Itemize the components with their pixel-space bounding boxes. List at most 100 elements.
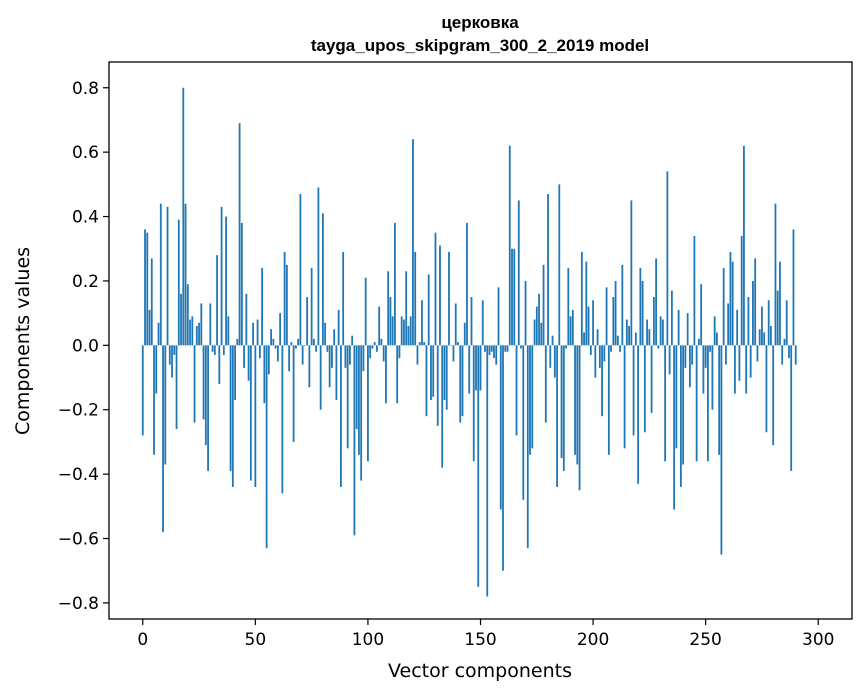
bar [661, 319, 664, 346]
bar [326, 345, 329, 352]
bar [558, 184, 561, 346]
bar [299, 194, 302, 346]
bar [655, 258, 658, 346]
bar [506, 345, 509, 352]
chart-title: церковка [441, 13, 519, 32]
bar [247, 345, 250, 381]
bar [493, 345, 495, 359]
bar [416, 345, 419, 365]
bar [328, 345, 331, 388]
bar [772, 345, 775, 446]
bar [294, 345, 297, 349]
bar [711, 345, 714, 410]
bar [490, 345, 493, 352]
bar [279, 313, 282, 346]
bar [560, 345, 563, 459]
bar [236, 338, 239, 346]
bar [412, 139, 414, 346]
bar [535, 306, 538, 346]
bar [445, 345, 448, 410]
bar [297, 338, 300, 346]
bar [355, 345, 358, 430]
bar [734, 345, 736, 394]
bar [610, 345, 612, 352]
bar [414, 251, 417, 346]
bar [621, 264, 624, 346]
bar [418, 342, 421, 346]
bar [234, 345, 236, 401]
y-tick-label: 0.2 [72, 272, 99, 292]
bar [367, 345, 369, 462]
bar [589, 345, 592, 355]
bar [448, 251, 450, 346]
bar [351, 335, 354, 346]
bar [427, 274, 430, 346]
bar [396, 345, 399, 404]
bar [740, 235, 743, 346]
bar [668, 345, 671, 375]
bar [186, 284, 189, 346]
bar [612, 297, 615, 346]
bar [331, 345, 333, 368]
bar [544, 345, 547, 423]
x-tick-label: 200 [577, 630, 609, 650]
bar [270, 329, 273, 346]
bar [164, 345, 167, 465]
bar [725, 345, 727, 365]
bar [146, 232, 149, 346]
bar [794, 345, 797, 365]
bar [171, 345, 173, 378]
bar [684, 345, 687, 368]
bar [765, 345, 768, 433]
x-tick-label: 150 [464, 630, 496, 650]
bar [481, 300, 484, 346]
bar [479, 345, 482, 391]
bar [515, 345, 518, 436]
bar [285, 264, 288, 346]
bar [342, 251, 345, 346]
bar [182, 87, 185, 346]
bar [463, 322, 466, 346]
bar [580, 251, 583, 346]
bar [702, 345, 705, 394]
bar [283, 251, 286, 346]
bar [556, 345, 558, 487]
bar [601, 345, 603, 417]
bar [227, 316, 230, 346]
bar [713, 316, 716, 346]
bar [303, 345, 306, 346]
bar [630, 200, 633, 346]
bar [770, 326, 772, 346]
bar [312, 338, 315, 346]
bar [245, 293, 248, 346]
bar [594, 345, 597, 378]
bar [288, 345, 291, 372]
bar [698, 338, 700, 346]
bar [267, 345, 270, 375]
bar [587, 306, 590, 346]
bar [349, 345, 351, 365]
bar [781, 345, 784, 365]
bar [736, 309, 739, 346]
bar [333, 329, 336, 346]
bar [720, 345, 723, 555]
bar [459, 345, 462, 423]
bar [202, 345, 205, 420]
bar [508, 145, 511, 346]
bar [664, 345, 667, 462]
bar [576, 345, 579, 465]
bar [373, 342, 376, 346]
y-tick-label: −0.4 [58, 465, 99, 485]
bar [292, 345, 295, 442]
bar [592, 300, 594, 346]
bar [605, 287, 608, 346]
bar [346, 345, 349, 449]
bar [682, 345, 685, 465]
bar [261, 268, 263, 346]
bar [551, 335, 554, 346]
bar [639, 268, 642, 346]
bar [443, 345, 446, 401]
bar [776, 290, 779, 346]
bar [619, 345, 621, 352]
bar [243, 345, 245, 368]
